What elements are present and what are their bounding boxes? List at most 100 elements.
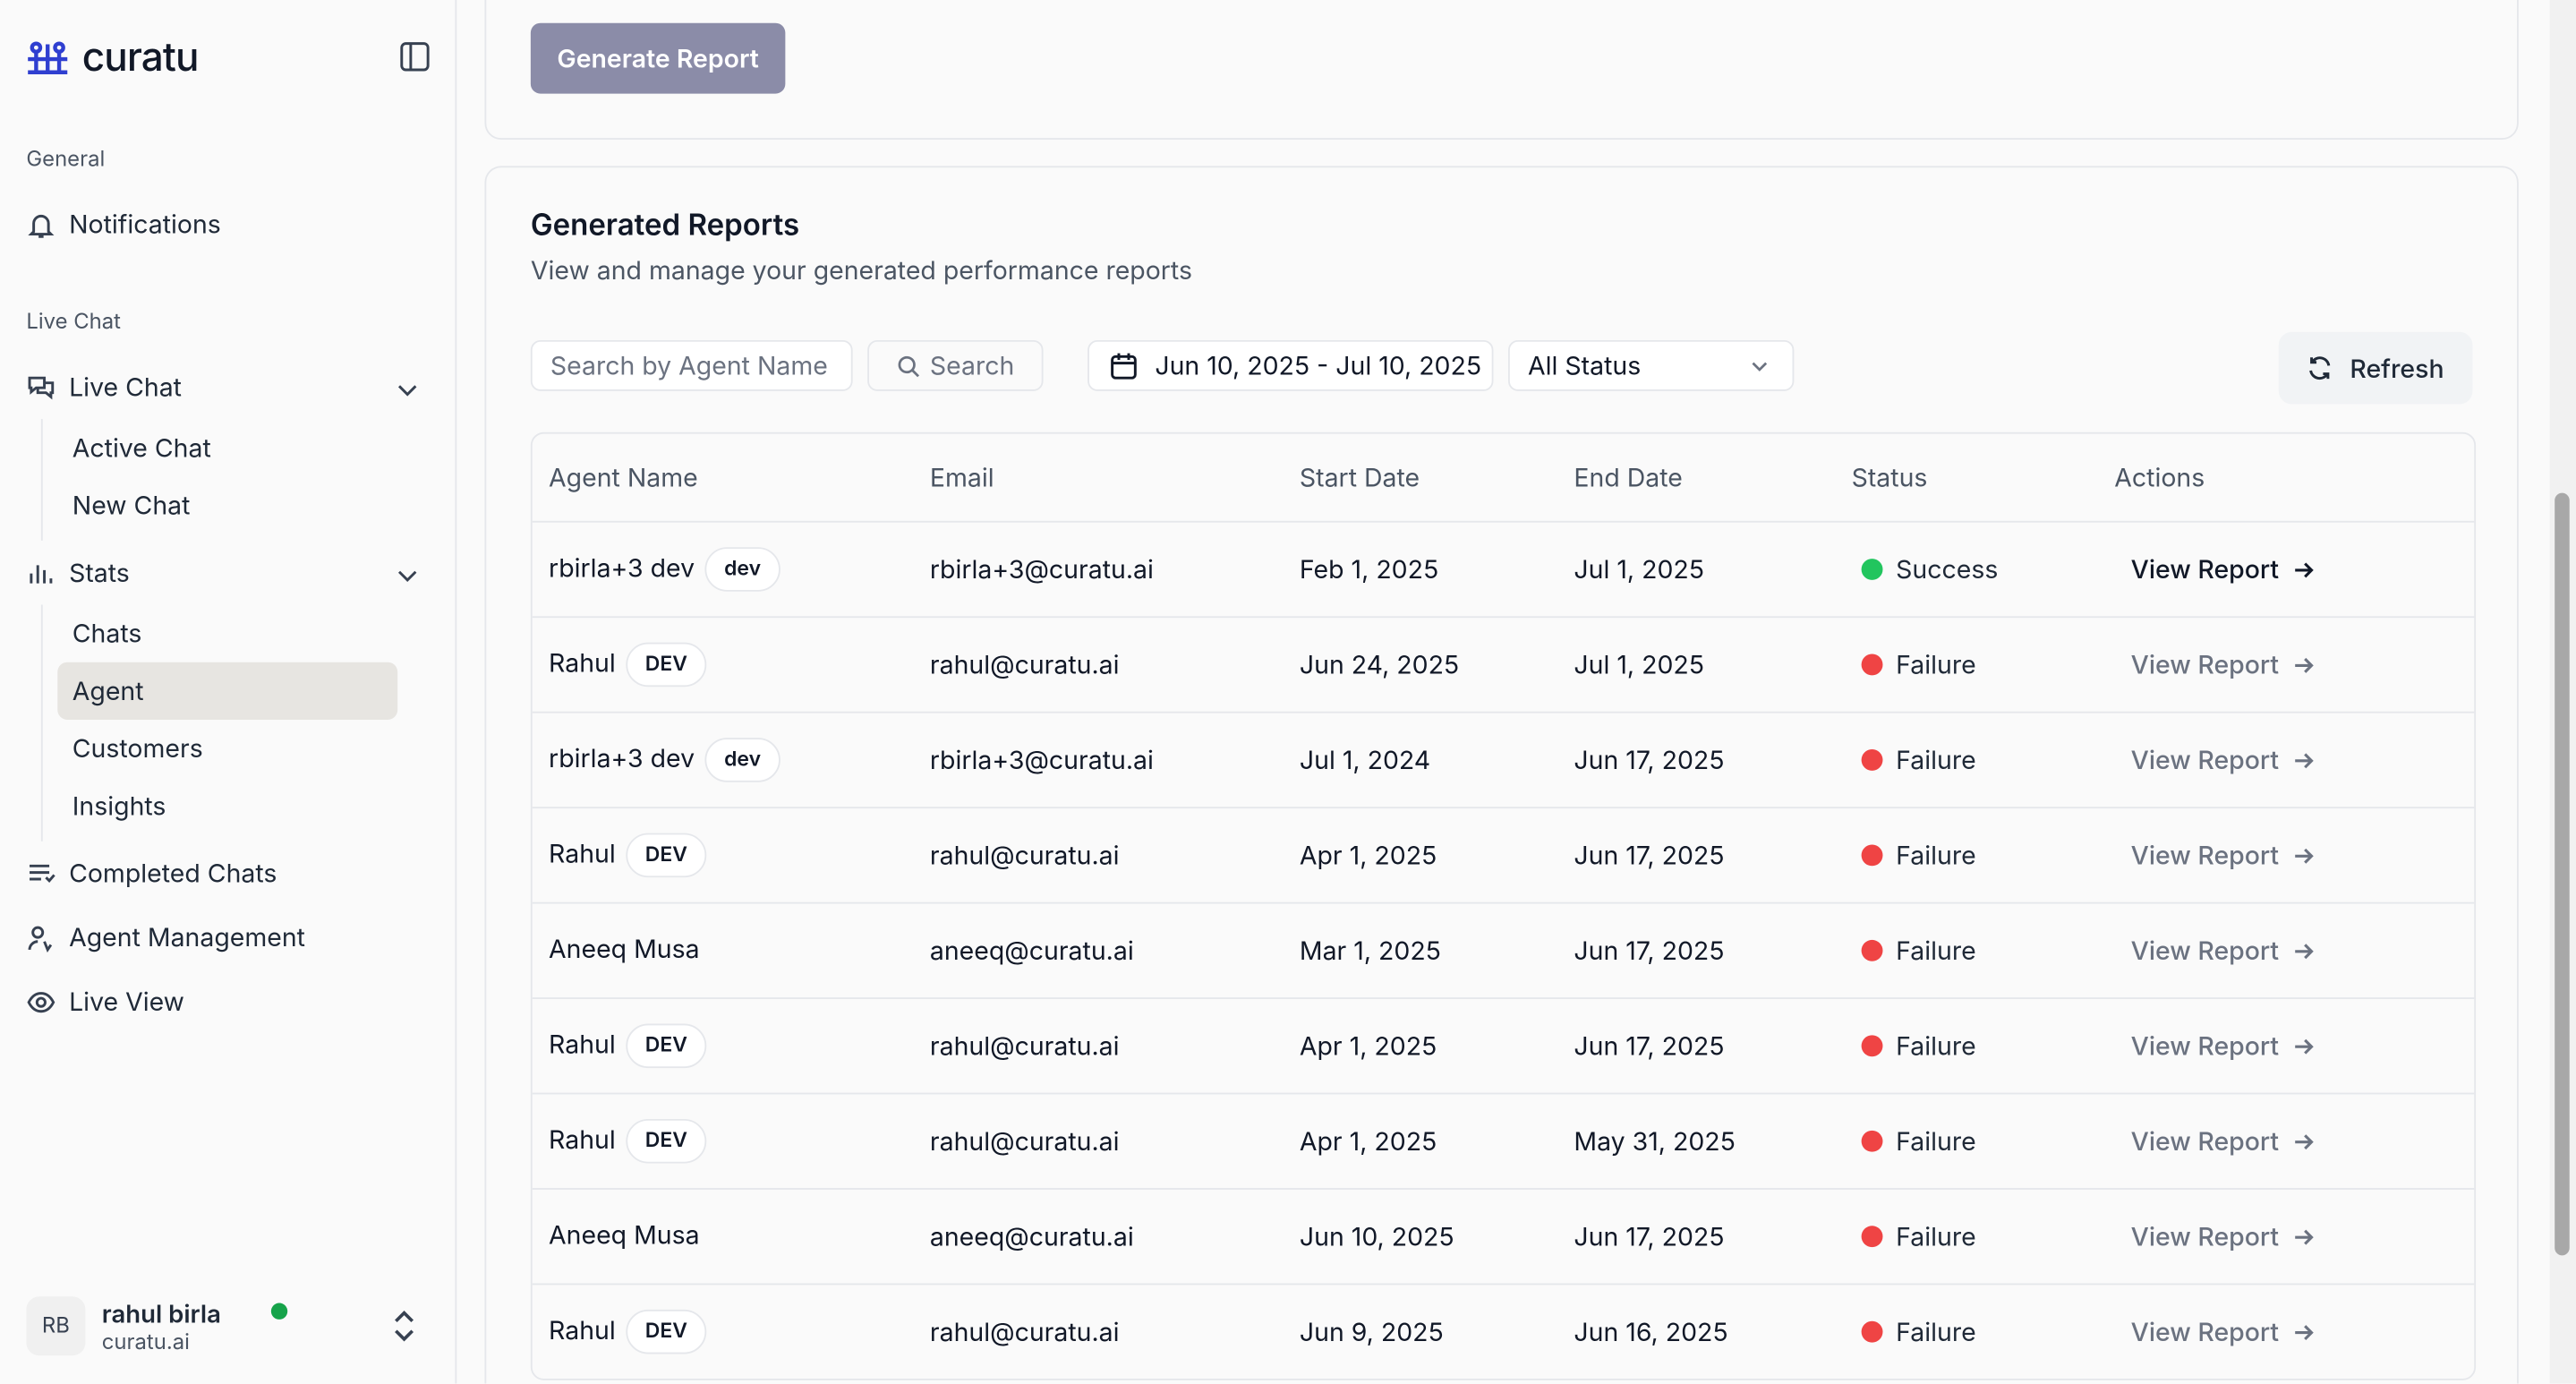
cell-end: Jun 17, 2025 [1574,904,1724,998]
nav-subitem[interactable]: Customers [72,732,203,765]
status-text: Failure [1896,744,1976,776]
search-icon [898,355,920,377]
nav-subitem[interactable]: Agent [57,662,398,720]
refresh-icon [2309,356,2331,380]
status-value: All Status [1528,349,1642,381]
brand[interactable]: curatu [26,33,199,81]
scrollbar-thumb[interactable] [2555,492,2570,1256]
logo [28,40,68,74]
user-org: curatu.ai [101,1328,190,1355]
sidebar: curatu General Notifications Live Chat Live… [0,0,457,1384]
nav-icon [28,214,55,237]
cell-action[interactable]: View Report [2131,713,2316,807]
cell-end: Jun 17, 2025 [1574,808,1724,902]
cell-status: Failure [1861,1285,1976,1379]
reports-card: Generated Reports View and manage your g… [484,166,2519,1384]
agent-badge: dev [704,547,781,592]
agent-text: Rahul [549,1123,616,1155]
cell-email: rahul@curatu.ai [930,808,1120,902]
cell-action[interactable]: View Report [2131,1094,2316,1188]
nav-label: Stats [69,557,130,589]
nav-label: Agent Management [69,921,306,953]
nav-item[interactable]: Notifications [0,192,455,257]
start-text: Apr 1, 2025 [1299,1029,1437,1062]
status-dot [1861,1320,1883,1343]
agent-badge: DEV [625,642,707,688]
generate-button[interactable]: Generate Report [530,22,786,94]
cell-start: Jul 1, 2024 [1300,713,1430,807]
refresh-button[interactable]: Refresh [2278,331,2473,405]
arrow-icon [2295,561,2315,577]
nav-icon [28,375,55,399]
chevron [1752,362,1768,372]
email-text: rahul@curatu.ai [929,649,1120,680]
start-text: Feb 1, 2025 [1299,553,1439,585]
cell-agent: Rahul DEV [549,1285,707,1379]
nav-item[interactable]: Live Chat [0,355,455,419]
status-text: Failure [1896,1125,1976,1158]
user-menu[interactable]: RB rahul birla curatu.ai [26,1292,437,1361]
agent-text: Aneeq Musa [549,932,700,964]
search-input[interactable]: Search by Agent Name [530,339,853,391]
cell-action[interactable]: View Report [2131,523,2316,617]
sidebar-toggle[interactable] [399,41,431,73]
table-row: Aneeq Musa aneeq@curatu.ai Mar 1, 2025 Jun … [532,901,2475,998]
nav-children: Active Chat New Chat [40,419,397,541]
nav-icon [30,863,55,883]
nav-subitem[interactable]: Chats [72,618,142,650]
cell-status: Failure [1861,713,1976,807]
nav-item[interactable]: Stats [0,541,455,605]
nav-icon [27,991,55,1012]
status-select[interactable]: All Status [1507,339,1795,391]
cell-email: rbirla+3@curatu.ai [930,523,1154,617]
arrow-icon [2295,657,2315,672]
nav-subitem[interactable]: Active Chat [72,431,211,464]
column-header: Actions [2114,461,2205,493]
action-text: View Report [2130,1220,2280,1252]
cell-action[interactable]: View Report [2131,808,2316,902]
nav-icon [30,564,53,583]
nav-item[interactable]: Completed Chats [0,842,455,906]
scrollbar[interactable] [2549,0,2576,1384]
nav-subitem[interactable]: Insights [72,790,166,822]
agent-badge: DEV [625,833,707,878]
cell-start: Jun 9, 2025 [1300,1285,1444,1379]
cell-start: Mar 1, 2025 [1300,904,1441,998]
date-range: Jun 10, 2025 - Jul 10, 2025 [1155,349,1482,381]
table-row: Aneeq Musa aneeq@curatu.ai Jun 10, 2025 Jun… [532,1188,2475,1284]
cell-email: rbirla+3@curatu.ai [930,713,1154,807]
start-text: Mar 1, 2025 [1299,935,1441,967]
cell-agent: Aneeq Musa [549,1190,700,1284]
nav-item[interactable]: Live View [0,970,455,1034]
agent-badge: DEV [625,1023,707,1069]
column-header: End Date [1574,461,1683,493]
cell-action[interactable]: View Report [2131,618,2316,712]
start-text: Jul 1, 2024 [1299,744,1431,776]
cell-action[interactable]: View Report [2131,904,2316,998]
cell-email: rahul@curatu.ai [930,1285,1120,1379]
table-header: Agent Name Email Start Date End Date Status A… [533,434,2475,521]
table-row: rbirla+3 dev dev rbirla+3@curatu.ai Jul 1, … [532,711,2475,807]
cell-action[interactable]: View Report [2131,1285,2316,1379]
end-text: Jun 17, 2025 [1574,1220,1725,1252]
table-row: Rahul DEV rahul@curatu.ai Jun 9, 2025 Jun 16… [532,1283,2475,1379]
email-text: aneeq@curatu.ai [929,1220,1134,1252]
start-text: Jun 10, 2025 [1299,1220,1454,1252]
search-button[interactable]: Search [867,339,1044,391]
cell-status: Failure [1861,808,1976,902]
status-dot [1861,748,1883,771]
nav-item[interactable]: Agent Management [0,905,455,970]
user-name: rahul birla [101,1297,221,1329]
date-range-picker[interactable]: Jun 10, 2025 - Jul 10, 2025 [1088,339,1494,391]
cell-action[interactable]: View Report [2131,1190,2316,1284]
cell-action[interactable]: View Report [2131,999,2316,1093]
cell-end: May 31, 2025 [1574,1094,1736,1188]
agent-text: rbirla+3 dev [549,741,695,773]
status-text: Failure [1896,1220,1976,1252]
nav-subitem[interactable]: New Chat [72,489,191,521]
status-text: Failure [1896,1316,1976,1348]
card-subtitle: View and manage your generated performan… [530,254,1192,286]
nav-icon [28,925,53,953]
end-text: Jun 17, 2025 [1574,839,1725,871]
cell-email: rahul@curatu.ai [930,618,1120,712]
